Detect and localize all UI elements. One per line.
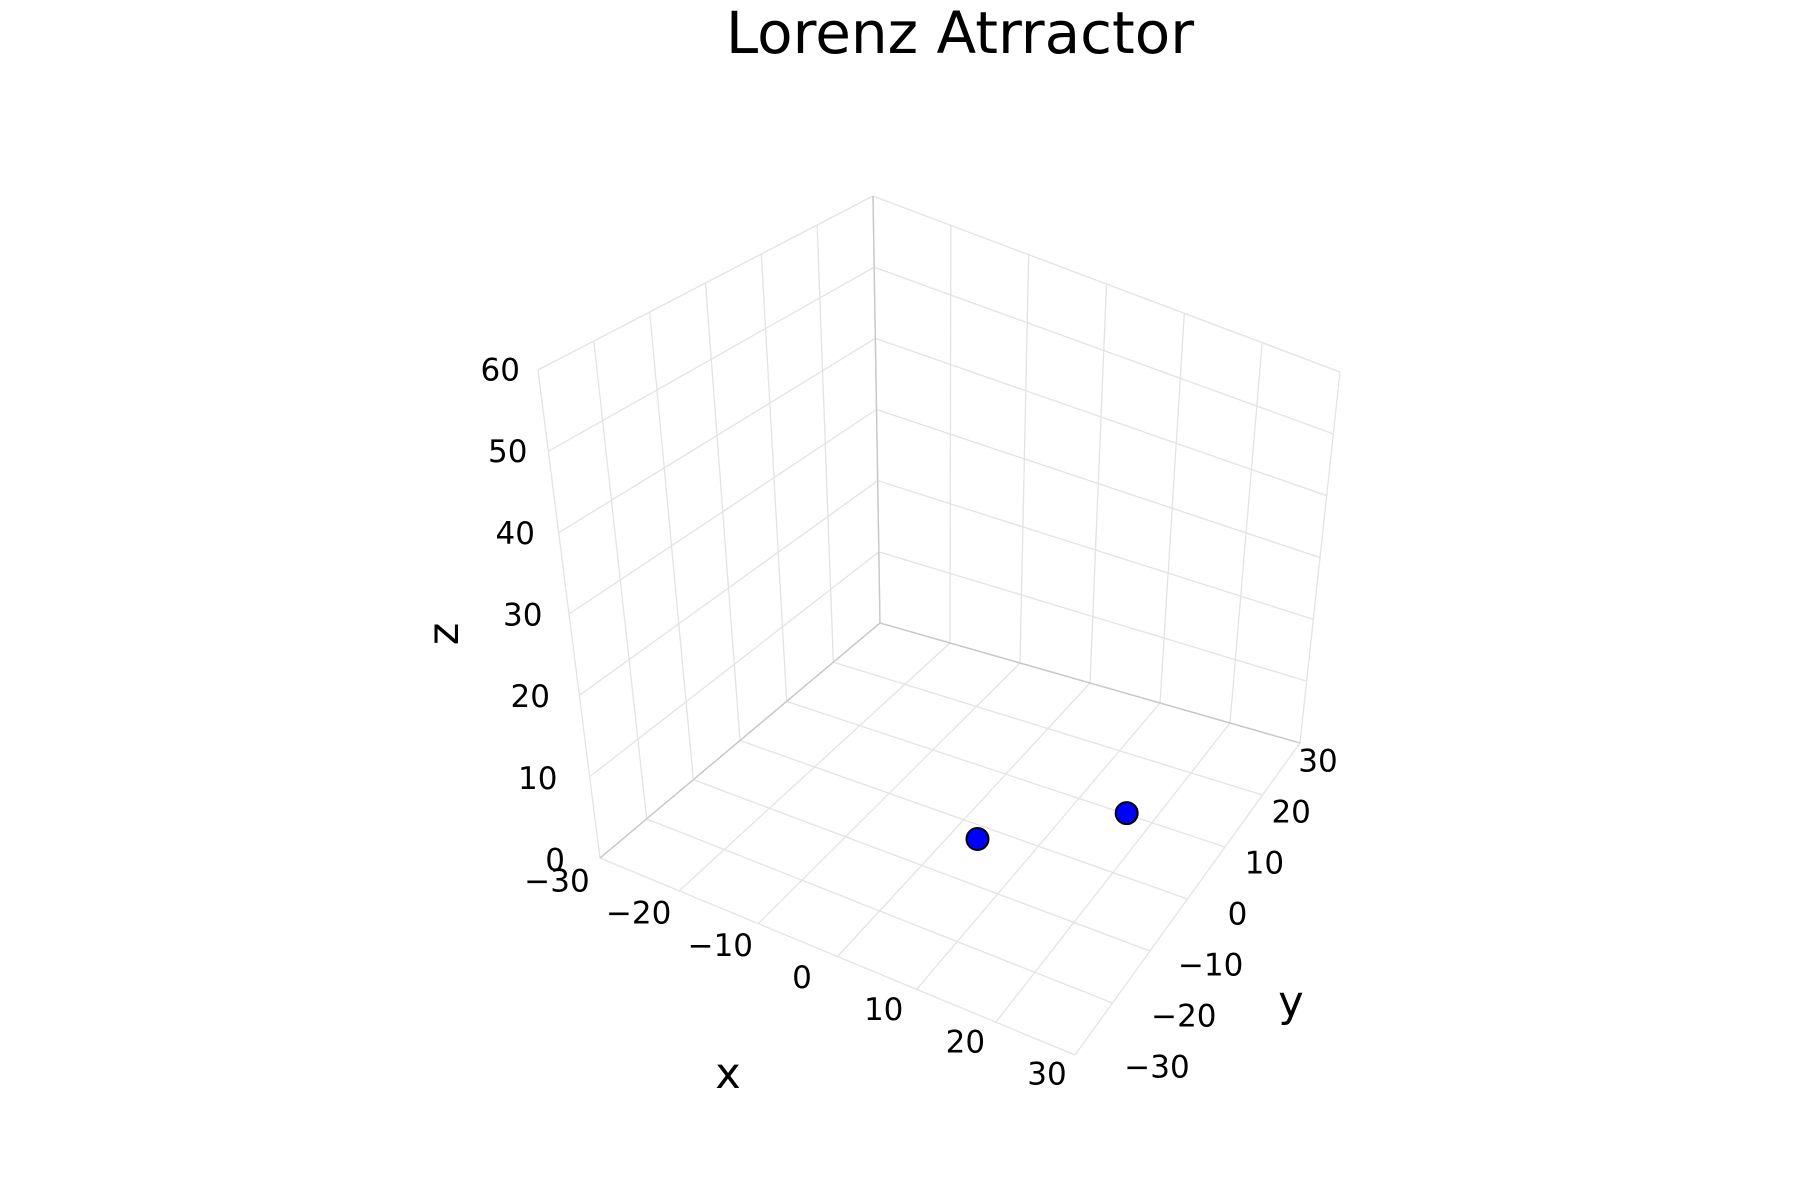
left-wall-grid-line-z bbox=[548, 266, 875, 452]
tick-labels: −30 −20 −10 0 10 20 30 −30 −20 −10 0 10 20 30 0 10 20 30 4… bbox=[481, 353, 1338, 1093]
z-axis-label: z bbox=[419, 623, 469, 646]
y-axis-label: y bbox=[1278, 977, 1303, 1027]
left-wall-grid-line-z bbox=[537, 195, 874, 371]
grid-layer bbox=[537, 195, 1341, 1056]
back-wall-grid-line-z bbox=[875, 337, 1327, 497]
back-wall-grid-line-x bbox=[1299, 371, 1341, 744]
x-tick-label: 20 bbox=[946, 1024, 985, 1060]
x-tick-label: 0 bbox=[792, 960, 812, 996]
pane-edge bbox=[599, 622, 881, 859]
data-point bbox=[965, 827, 990, 851]
x-tick-label: −10 bbox=[688, 928, 753, 964]
back-wall-grid-line-z bbox=[873, 266, 1334, 435]
x-tick-label: −20 bbox=[606, 896, 671, 932]
z-tick-label: 20 bbox=[511, 679, 550, 715]
y-tick-label: −20 bbox=[1151, 999, 1216, 1035]
floor-grid-line-y bbox=[833, 661, 1263, 796]
y-tick-label: 20 bbox=[1271, 795, 1310, 831]
y-tick-label: −10 bbox=[1178, 948, 1243, 984]
y-tick-label: 0 bbox=[1228, 897, 1248, 933]
floor-grid-line-x bbox=[1074, 742, 1301, 1056]
back-wall-grid-line-z bbox=[872, 195, 1341, 373]
pane-edge bbox=[879, 622, 1301, 744]
y-tick-label: 30 bbox=[1298, 744, 1337, 780]
y-tick-label: 10 bbox=[1245, 846, 1284, 882]
x-tick-label: −30 bbox=[524, 864, 589, 900]
data-markers bbox=[965, 801, 1139, 851]
z-tick-label: 50 bbox=[488, 434, 527, 470]
floor-grid-line-y bbox=[786, 700, 1226, 848]
y-tick-label: −30 bbox=[1124, 1050, 1189, 1086]
left-wall-grid-line-y bbox=[760, 253, 788, 702]
x-tick-label: 30 bbox=[1027, 1057, 1066, 1093]
back-wall-grid-line-z bbox=[876, 408, 1321, 559]
x-axis-label: x bbox=[715, 1049, 740, 1099]
z-tick-label: 40 bbox=[496, 516, 535, 552]
data-point bbox=[1114, 801, 1139, 826]
z-tick-label: 60 bbox=[481, 353, 520, 389]
z-tick-label: 10 bbox=[518, 761, 557, 797]
pane-edge bbox=[872, 195, 881, 624]
x-tick-label: 10 bbox=[864, 992, 903, 1028]
floor-grid-line-x bbox=[916, 702, 1161, 990]
left-wall-grid-line-y bbox=[816, 224, 834, 663]
z-tick-label: 30 bbox=[503, 598, 542, 634]
chart-title: Lorenz Atrractor bbox=[726, 0, 1194, 67]
z-tick-label: 0 bbox=[545, 843, 565, 879]
